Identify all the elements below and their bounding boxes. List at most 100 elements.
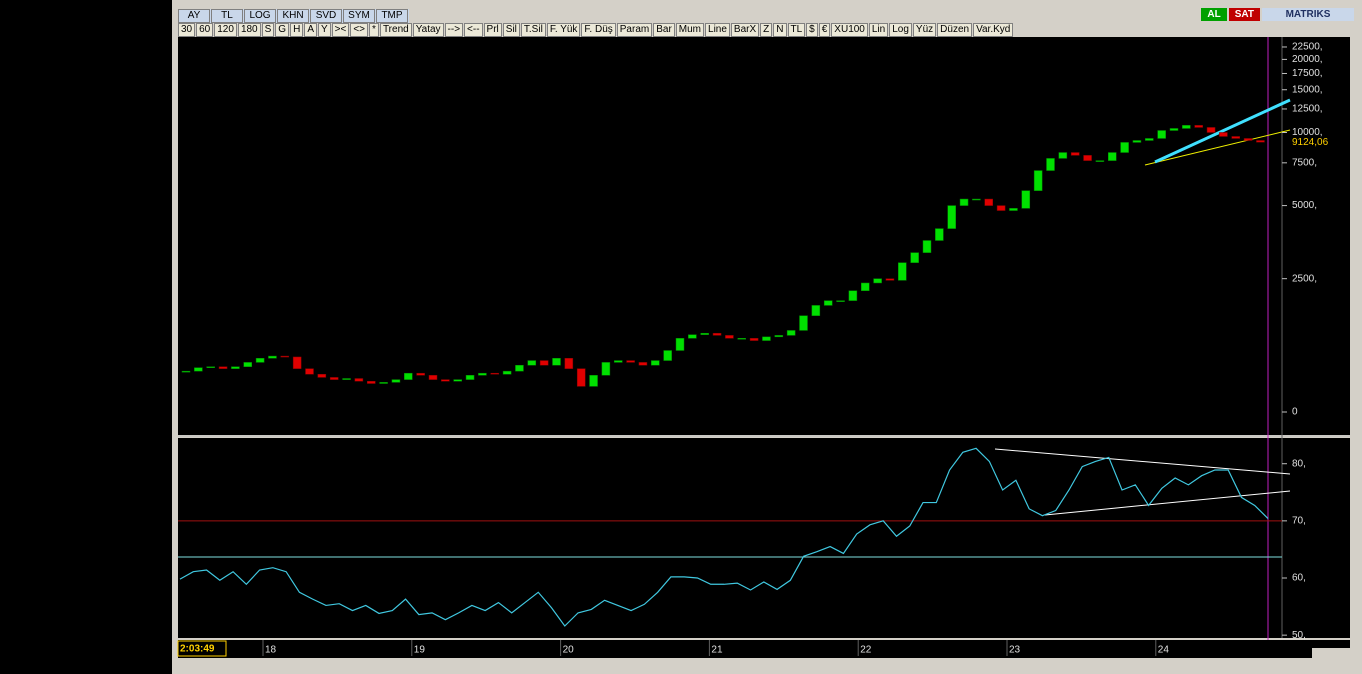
toolbar-button[interactable]: Prl xyxy=(483,23,502,37)
rsi-line xyxy=(179,447,1269,627)
candle-body xyxy=(811,305,821,316)
toolbar-button[interactable]: AY xyxy=(178,9,210,23)
price-pane xyxy=(178,37,1350,435)
candle-body xyxy=(515,364,524,372)
candle-body xyxy=(663,350,672,361)
candle-body xyxy=(737,338,746,340)
toolbar-button[interactable]: 30 xyxy=(178,23,196,37)
toolbar-button[interactable]: Trend xyxy=(379,23,412,37)
candle-body xyxy=(972,198,981,201)
toolbar-button[interactable]: TMP xyxy=(376,9,408,23)
candle-body xyxy=(898,262,907,281)
toolbar-button[interactable]: A xyxy=(304,23,317,37)
candle-body xyxy=(1243,138,1253,141)
candle-body xyxy=(651,360,660,366)
toolbar-button[interactable]: Lin xyxy=(868,23,889,37)
toolbar-button[interactable]: T.Sil xyxy=(520,23,546,37)
toolbar-button[interactable]: 180 xyxy=(237,23,261,37)
toolbar-button[interactable]: <> xyxy=(350,23,369,37)
toolbar-button[interactable]: Mum xyxy=(675,23,705,37)
buy-button[interactable]: AL xyxy=(1201,8,1227,21)
y-tick-label: 12500, xyxy=(1292,104,1323,115)
toolbar-button[interactable]: 120 xyxy=(214,23,237,37)
toolbar-button[interactable]: >< xyxy=(331,23,350,37)
rsi-pane xyxy=(178,438,1350,638)
candle-body xyxy=(490,372,499,375)
candle-body xyxy=(354,378,364,382)
y-tick-label: 80, xyxy=(1292,458,1306,469)
toolbar-button[interactable]: SVD xyxy=(310,9,342,23)
toolbar-button[interactable]: S xyxy=(261,23,275,37)
last-price-label: 9124,06 xyxy=(1292,137,1329,148)
y-tick-label: 7500, xyxy=(1292,157,1317,168)
toolbar-button[interactable]: XU100 xyxy=(831,23,868,37)
candle-body xyxy=(255,358,265,363)
toolbar-button[interactable]: G xyxy=(275,23,290,37)
candle-body xyxy=(1070,152,1080,156)
toolbar-button[interactable]: N xyxy=(773,23,787,37)
candle-body xyxy=(1058,152,1068,159)
toolbar-row2: 30 60 120 180 S G H A Y >< <> * Trend Yatay --> <-- Prl S… xyxy=(178,23,1014,37)
candle-body xyxy=(1145,138,1154,141)
candle-body xyxy=(614,360,623,363)
toolbar-button[interactable]: 60 xyxy=(196,23,214,37)
candle-body xyxy=(527,360,537,366)
candle-body xyxy=(441,379,450,382)
toolbar-button[interactable]: H xyxy=(290,23,304,37)
toolbar-button[interactable]: TL xyxy=(787,23,806,37)
toolbar-button[interactable]: BarX xyxy=(730,23,760,37)
toolbar-button[interactable]: --> xyxy=(444,23,464,37)
candle-body xyxy=(1194,125,1203,128)
toolbar-button[interactable]: * xyxy=(369,23,379,37)
toolbar-button[interactable]: € xyxy=(818,23,831,37)
candle-body xyxy=(1095,160,1105,162)
toolbar-button[interactable]: Z xyxy=(760,23,773,37)
toolbar-button[interactable]: Yüz xyxy=(912,23,937,37)
candle-body xyxy=(428,375,438,380)
toolbar-button[interactable]: LOG xyxy=(244,9,276,23)
candle-body xyxy=(836,300,845,302)
candle-body xyxy=(589,375,598,387)
candle-body xyxy=(391,379,401,383)
candle-body xyxy=(478,372,487,376)
toolbar-button[interactable]: <-- xyxy=(464,23,483,37)
toolbar-button[interactable]: Param xyxy=(616,23,653,37)
candle-body xyxy=(1033,170,1043,191)
candle-body xyxy=(194,367,203,372)
toolbar-button[interactable]: Y xyxy=(317,23,331,37)
candle-body xyxy=(712,332,722,336)
x-tick-label: 21 xyxy=(711,645,723,656)
candle-body xyxy=(576,368,586,387)
toolbar-button[interactable]: Sil xyxy=(502,23,520,37)
toolbar-button[interactable]: F. Düş xyxy=(581,23,616,37)
candle-body xyxy=(626,360,635,363)
nav-buttons[interactable] xyxy=(1312,648,1356,664)
candle-body xyxy=(786,330,796,336)
toolbar-button[interactable]: Var.Kyd xyxy=(973,23,1014,37)
toolbar-button[interactable]: SYM xyxy=(343,9,375,23)
toolbar-button[interactable]: Line xyxy=(705,23,730,37)
toolbar-button[interactable]: Düzen xyxy=(937,23,973,37)
x-tick-label: 20 xyxy=(563,645,575,656)
toolbar-button[interactable]: Yatay xyxy=(412,23,444,37)
toolbar-button[interactable]: TL xyxy=(211,9,243,23)
toolbar-button[interactable]: $ xyxy=(806,23,818,37)
candle-body xyxy=(1157,130,1166,139)
toolbar-button[interactable]: F. Yük xyxy=(546,23,581,37)
candle-body xyxy=(231,366,240,369)
toolbar-button[interactable]: KHN xyxy=(277,9,309,23)
sell-button[interactable]: SAT xyxy=(1228,8,1260,21)
candle-body xyxy=(601,362,611,376)
toolbar-button[interactable]: Bar xyxy=(653,23,675,37)
toolbar-button[interactable]: Log xyxy=(889,23,912,37)
candle-body xyxy=(1021,190,1031,209)
candle-body xyxy=(823,300,833,306)
candle-body xyxy=(280,355,290,358)
candle-body xyxy=(465,375,475,380)
candle-body xyxy=(638,362,648,366)
time-box xyxy=(177,640,227,657)
candle-body xyxy=(218,366,228,369)
y-tick-label: 0 xyxy=(1292,407,1298,418)
candle-body xyxy=(1083,155,1092,161)
